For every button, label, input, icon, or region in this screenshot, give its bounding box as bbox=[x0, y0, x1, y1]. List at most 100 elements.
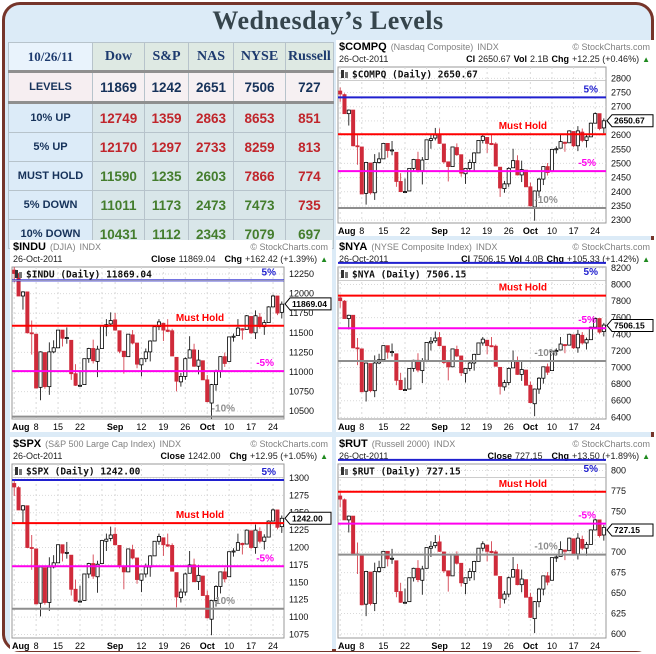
candle bbox=[183, 573, 188, 593]
candle bbox=[139, 573, 144, 581]
price-label-box bbox=[284, 297, 332, 311]
candle bbox=[584, 544, 589, 549]
x-tick-label: 15 bbox=[378, 422, 388, 432]
y-tick-label: 2500 bbox=[611, 158, 631, 168]
candle bbox=[170, 330, 175, 357]
candle bbox=[480, 543, 485, 549]
candle bbox=[108, 534, 113, 539]
x-tick-label: 17 bbox=[246, 641, 256, 651]
candle bbox=[73, 373, 78, 386]
quote-stats: Close 11869.04 Chg +162.42 (+1.39%) ▲ bbox=[151, 254, 328, 264]
candle bbox=[601, 527, 606, 536]
x-tick-label: 17 bbox=[569, 226, 579, 236]
y-tick-label: 2600 bbox=[611, 130, 631, 140]
chart-style-icon bbox=[15, 467, 18, 475]
candle bbox=[342, 94, 347, 115]
candle bbox=[372, 571, 377, 604]
y-tick-label: 8200 bbox=[611, 263, 631, 273]
candle bbox=[597, 519, 602, 537]
plot-area bbox=[11, 266, 285, 420]
candle bbox=[528, 186, 533, 207]
candle bbox=[549, 557, 554, 581]
candle bbox=[218, 571, 223, 587]
table-cell: 2603 bbox=[188, 161, 234, 191]
candle bbox=[359, 348, 364, 393]
candle bbox=[536, 178, 541, 192]
row-label: 5% UP bbox=[8, 132, 93, 162]
candle bbox=[372, 362, 377, 392]
candle bbox=[541, 166, 546, 180]
candle bbox=[441, 551, 446, 572]
levels-table: 10/26/11 Dow S&P NAS NYSE Russell LEVELS 11869 1… bbox=[8, 42, 334, 249]
candle bbox=[567, 130, 572, 144]
candle bbox=[91, 563, 96, 577]
y-tick-label: 2750 bbox=[611, 88, 631, 98]
candle bbox=[25, 505, 30, 548]
chart-panel-nya: $NYA (NYSE Composite Index) INDX © Stock… bbox=[336, 240, 654, 432]
candle bbox=[165, 329, 170, 332]
candle bbox=[558, 141, 563, 149]
candle bbox=[472, 152, 477, 163]
x-tick-label: Sep bbox=[107, 422, 124, 432]
candle bbox=[441, 345, 446, 363]
candle bbox=[222, 356, 227, 364]
candle bbox=[34, 548, 39, 605]
chart-header: $SPX (S&P 500 Large Cap Index) INDX © St… bbox=[10, 437, 332, 451]
candle bbox=[428, 138, 433, 141]
chart-symbol: $NYA bbox=[339, 241, 368, 253]
candle bbox=[29, 332, 34, 335]
candle bbox=[480, 135, 485, 141]
candle bbox=[515, 360, 520, 375]
candle bbox=[235, 542, 240, 551]
x-tick-label: Sep bbox=[107, 641, 124, 651]
candle bbox=[472, 560, 477, 572]
candle bbox=[275, 295, 280, 314]
candle bbox=[47, 351, 52, 388]
x-tick-label: 12 bbox=[461, 641, 471, 651]
x-tick-label: 12 bbox=[136, 422, 146, 432]
copyright: © StockCharts.com bbox=[572, 42, 650, 52]
candle bbox=[82, 573, 87, 601]
candle bbox=[244, 315, 249, 330]
level-label-hold: Must Hold bbox=[176, 510, 224, 521]
candle bbox=[420, 360, 425, 372]
y-tick-label: 675 bbox=[611, 568, 626, 578]
chart-description: (NYSE Composite Index) bbox=[371, 242, 472, 252]
table-cell: 2473 bbox=[188, 190, 234, 220]
x-tick-label: 26 bbox=[504, 641, 514, 651]
candle bbox=[178, 376, 183, 383]
candle bbox=[519, 169, 524, 176]
candle bbox=[511, 160, 516, 169]
candle bbox=[152, 540, 157, 557]
table-row: 5% DOWN 11011 1173 2473 7473 735 bbox=[8, 190, 334, 220]
candle bbox=[424, 342, 429, 361]
candle bbox=[549, 148, 554, 172]
candle bbox=[567, 537, 572, 552]
candle bbox=[342, 499, 347, 521]
y-tick-label: 2550 bbox=[611, 144, 631, 154]
x-tick-label: 19 bbox=[158, 422, 168, 432]
candle bbox=[476, 140, 481, 154]
table-cell: 10431 bbox=[92, 219, 145, 249]
candle bbox=[257, 531, 262, 542]
chart-description: (Nasdaq Composite) bbox=[390, 42, 474, 52]
table-cell: 11869 bbox=[92, 71, 145, 104]
x-tick-label: 24 bbox=[590, 422, 600, 432]
candle bbox=[338, 297, 343, 302]
price-label-text: 7506.15 bbox=[614, 320, 645, 330]
candle bbox=[235, 327, 240, 336]
candle bbox=[562, 344, 567, 347]
candle bbox=[571, 334, 576, 349]
candle bbox=[279, 303, 284, 313]
y-tick-label: 10750 bbox=[289, 387, 314, 397]
candle bbox=[385, 345, 390, 353]
candle bbox=[524, 369, 529, 386]
x-tick-label: Oct bbox=[523, 641, 538, 651]
row-label: LEVELS bbox=[8, 71, 93, 104]
level-label-up5: 5% bbox=[584, 84, 599, 95]
chart-quote-line: 26-Oct-2011 Cl 7506.15 Vol 4.0B Chg +105.33… bbox=[336, 254, 654, 266]
candle bbox=[78, 600, 83, 603]
candle bbox=[227, 551, 232, 578]
chart-symbol: $COMPQ bbox=[339, 41, 387, 53]
candle bbox=[117, 545, 122, 567]
